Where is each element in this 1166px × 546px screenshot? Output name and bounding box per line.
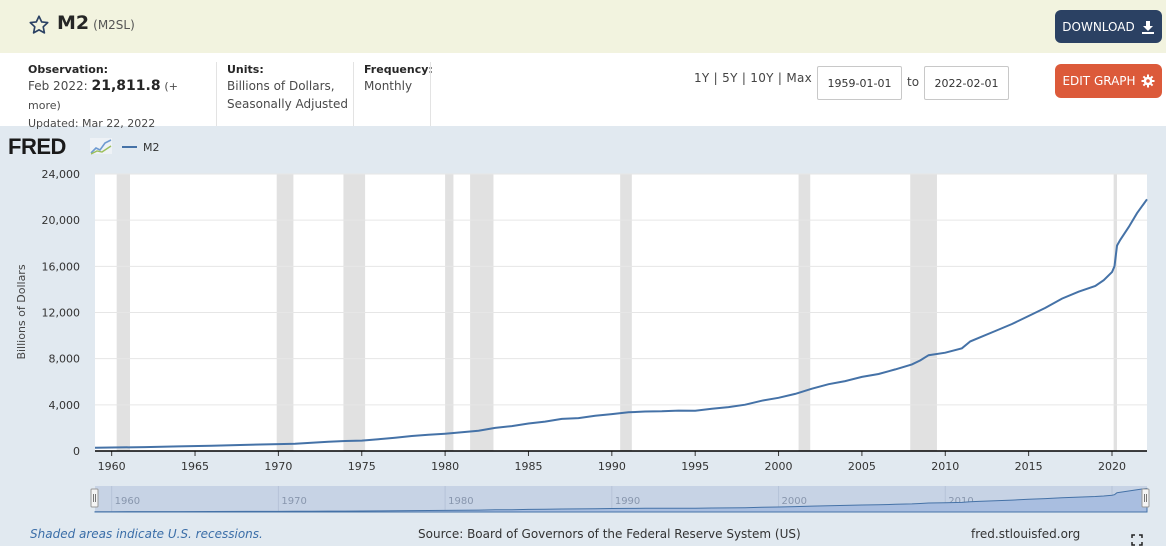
- legend-label: M2: [143, 141, 160, 154]
- units-section: Units: Billions of Dollars, Seasonally A…: [227, 53, 352, 126]
- y-tick-label: 16,000: [42, 260, 81, 273]
- navigator-left-handle[interactable]: [90, 488, 99, 508]
- y-axis-ticks: 0 4,000 8,000 12,000 16,000 20,000 24,000: [42, 168, 81, 458]
- edit-graph-label: EDIT GRAPH: [1062, 74, 1136, 88]
- series-id: (M2SL): [93, 18, 135, 32]
- end-date-input[interactable]: 2022-02-01: [924, 66, 1009, 100]
- y-axis-label: Billions of Dollars: [15, 264, 28, 359]
- x-tick-label: 1995: [681, 460, 709, 473]
- x-tick-label: 1970: [264, 460, 292, 473]
- navigator-right-handle[interactable]: [1141, 488, 1150, 508]
- frequency-section: Frequency: Monthly: [364, 53, 433, 126]
- x-tick-label: 1975: [348, 460, 376, 473]
- units-line1: Billions of Dollars,: [227, 79, 335, 93]
- x-axis-ticks: 1960 1965 1970 1975 1980 1985 1990 1995 2000 2005…: [98, 451, 1126, 473]
- x-tick-label: 2010: [931, 460, 959, 473]
- navigator-label: 1980: [448, 496, 473, 507]
- y-tick-label: 4,000: [49, 399, 81, 412]
- grid-lines: [95, 173, 1147, 406]
- divider: [430, 62, 431, 126]
- chart-area: FRED M2 0 4,000 8,000 12,000 16,000 20,000 24,…: [0, 126, 1166, 546]
- range-selector[interactable]: 1Y | 5Y | 10Y | Max: [694, 71, 813, 85]
- frequency-label: Frequency:: [364, 63, 433, 76]
- navigator-label: 1970: [281, 496, 306, 507]
- to-label: to: [907, 75, 920, 89]
- navigator-series: [94, 487, 1148, 513]
- m2-series-line[interactable]: [94, 198, 1148, 449]
- download-label: DOWNLOAD: [1062, 19, 1135, 34]
- units-line2: Seasonally Adjusted: [227, 97, 349, 111]
- units-label: Units:: [227, 63, 264, 76]
- divider: [216, 62, 217, 126]
- recession-note: Shaded areas indicate U.S. recessions.: [30, 527, 263, 541]
- x-tick-label: 1980: [431, 460, 459, 473]
- observation-section: Observation: Feb 2022: 21,811.8 (+ more)…: [28, 53, 213, 130]
- site-link[interactable]: fred.stlouisfed.org: [971, 527, 1081, 541]
- navigator-label: 2000: [782, 496, 807, 507]
- x-tick-label: 1985: [514, 460, 542, 473]
- observation-date: Feb 2022:: [28, 79, 88, 93]
- star-icon[interactable]: [28, 14, 50, 36]
- x-tick-label: 2020: [1098, 460, 1126, 473]
- navigator-label: 2010: [948, 496, 973, 507]
- chart-svg: FRED M2 0 4,000 8,000 12,000 16,000 20,000 24,…: [8, 134, 1150, 513]
- fred-logo-chart-icon: [90, 138, 112, 155]
- y-tick-label: 24,000: [42, 168, 81, 181]
- start-date-input[interactable]: 1959-01-01: [817, 66, 902, 100]
- source-text: Source: Board of Governors of the Federa…: [418, 527, 801, 541]
- y-tick-label: 12,000: [42, 307, 81, 320]
- title-bar: M2 (M2SL) DOWNLOAD: [0, 0, 1166, 53]
- navigator-label: 1960: [115, 496, 140, 507]
- y-tick-label: 0: [73, 445, 80, 458]
- edit-graph-button[interactable]: EDIT GRAPH: [1055, 64, 1162, 98]
- gear-icon: [1141, 74, 1155, 88]
- fred-logo: FRED: [8, 134, 66, 159]
- divider: [353, 62, 354, 126]
- x-tick-label: 2015: [1015, 460, 1043, 473]
- observation-more-link[interactable]: (+ more): [28, 80, 178, 112]
- x-tick-label: 2005: [848, 460, 876, 473]
- x-tick-label: 1990: [598, 460, 626, 473]
- navigator-label: 1990: [615, 496, 640, 507]
- y-tick-label: 20,000: [42, 214, 81, 227]
- observation-value: 21,811.8: [91, 78, 161, 94]
- series-title: M2: [57, 12, 90, 34]
- page-title: M2 (M2SL): [57, 12, 135, 34]
- y-tick-label: 8,000: [49, 353, 81, 366]
- download-button[interactable]: DOWNLOAD: [1055, 10, 1162, 43]
- updated-date: Updated: Mar 22, 2022: [28, 117, 156, 130]
- observation-label: Observation:: [28, 63, 109, 76]
- download-icon: [1141, 20, 1154, 34]
- fullscreen-icon[interactable]: [1131, 534, 1143, 546]
- x-tick-label: 1960: [98, 460, 126, 473]
- x-tick-label: 1965: [181, 460, 209, 473]
- x-tick-label: 2000: [765, 460, 793, 473]
- frequency-value: Monthly: [364, 79, 413, 93]
